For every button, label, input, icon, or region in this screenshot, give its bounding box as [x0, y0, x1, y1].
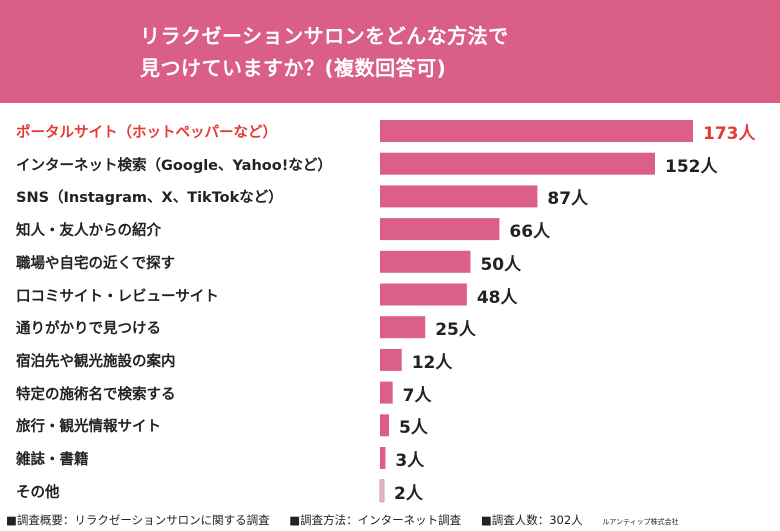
survey-method: ■調査方法：インターネット調査	[289, 513, 462, 527]
category-label: 特定の施術名で検索する	[16, 386, 176, 403]
category-label: 職場や自宅の近くで探す	[16, 255, 176, 272]
category-label: 旅行・観光情報サイト	[16, 419, 161, 436]
bar	[380, 185, 538, 208]
header-banner: リラクゼーションサロンをどんな方法で 見つけていますか？(複数回答可)	[0, 0, 780, 103]
footer: ■調査概要：リラクゼーションサロンに関する調査 ■調査方法：インターネット調査 …	[6, 512, 679, 528]
category-label: インターネット検索（Google、Yahoo!など）	[16, 157, 332, 174]
company-name: ルアンティップ株式会社	[602, 518, 679, 526]
bar	[380, 120, 693, 142]
chart-title: リラクゼーションサロンをどんな方法で 見つけていますか？(複数回答可)	[140, 20, 509, 84]
category-label: その他	[16, 484, 60, 501]
bar	[380, 152, 656, 175]
title-line-1: リラクゼーションサロンをどんな方法で	[140, 24, 509, 48]
value-label: 173人	[703, 124, 756, 144]
category-label: SNS（Instagram、X、TikTokなど）	[16, 190, 283, 207]
value-label: 25人	[435, 320, 476, 341]
bar	[379, 479, 385, 503]
bar	[380, 348, 402, 371]
bar	[380, 316, 426, 339]
value-label: 48人	[476, 287, 518, 308]
value-label: 50人	[480, 254, 522, 275]
value-label: 3人	[395, 451, 425, 471]
category-label: 口コミサイト・レビューサイト	[16, 288, 219, 305]
bar	[380, 218, 500, 241]
bar	[380, 414, 390, 437]
value-label: 2人	[394, 483, 423, 504]
category-label: 雑誌・書籍	[16, 452, 89, 468]
bar	[380, 381, 393, 404]
value-label: 66人	[509, 222, 551, 243]
survey-respondents: ■調査人数：302人	[480, 513, 583, 527]
category-label: ポータルサイト（ホットペッパーなど）	[16, 125, 277, 141]
value-label: 87人	[547, 189, 589, 210]
category-label: 知人・友人からの紹介	[16, 223, 161, 240]
category-label: 通りがかりで見つける	[16, 321, 161, 338]
bar	[380, 447, 386, 469]
bar	[380, 250, 471, 273]
bar	[380, 283, 467, 306]
survey-overview: ■調査概要：リラクゼーションサロンに関する調査	[6, 513, 270, 527]
value-label: 5人	[399, 418, 428, 439]
title-line-2: 見つけていますか？(複数回答可)	[140, 56, 447, 80]
value-label: 7人	[402, 385, 432, 406]
category-label: 宿泊先や観光施設の案内	[16, 353, 176, 370]
value-label: 152人	[665, 156, 718, 177]
value-label: 12人	[411, 352, 453, 373]
